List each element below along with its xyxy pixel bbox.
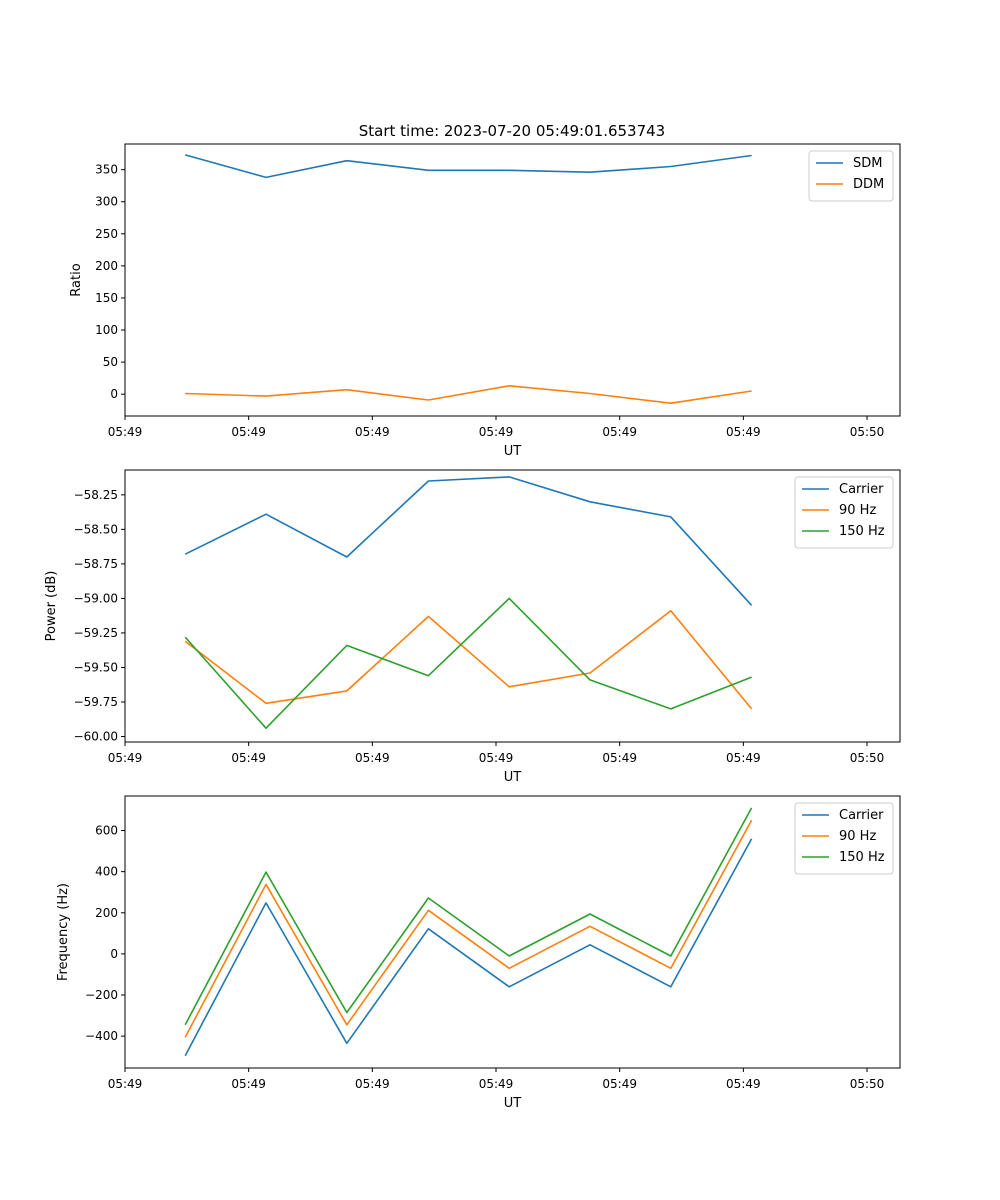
x-axis-label: UT — [504, 1096, 522, 1111]
chart-panel-2: 05:49 05:49 05:49 05:49 05:49 05:49 05:50 −60.0… — [44, 469, 901, 785]
x-tick-label: 05:49 — [479, 1077, 514, 1091]
x-tick-label: 05:49 — [355, 751, 390, 765]
x-tick-label: 05:49 — [602, 425, 637, 439]
series-line-150-hz — [184, 597, 752, 730]
series-line-carrier — [184, 838, 753, 1057]
x-tick-label: 05:50 — [850, 425, 885, 439]
axes-frame — [124, 795, 901, 1069]
legend-label: 150 Hz — [839, 524, 885, 539]
y-tick-label: −59.50 — [74, 660, 118, 674]
x-axis-label: UT — [504, 770, 522, 785]
legend-label: 150 Hz — [839, 850, 885, 865]
y-tick-label: 350 — [95, 163, 118, 177]
y-tick-label: 50 — [103, 355, 118, 369]
x-tick-label: 05:49 — [726, 425, 761, 439]
y-tick-label: 600 — [95, 824, 118, 838]
y-tick-label: −200 — [85, 988, 118, 1002]
x-tick-label: 05:49 — [108, 425, 143, 439]
chart-panel-3: 05:49 05:49 05:49 05:49 05:49 05:49 05:50 −400 −… — [56, 795, 901, 1111]
x-axis-label: UT — [504, 444, 522, 459]
series-line-90-hz — [184, 609, 753, 710]
x-tick-label: 05:49 — [602, 751, 637, 765]
x-tick-label: 05:49 — [602, 1077, 637, 1091]
x-tick-label: 05:49 — [355, 1077, 390, 1091]
series-line-90-hz — [184, 819, 753, 1038]
x-tick-label: 05:49 — [231, 1077, 266, 1091]
x-tick-label: 05:49 — [108, 1077, 143, 1091]
x-tick-label: 05:49 — [231, 751, 266, 765]
legend-label: SDM — [853, 156, 882, 171]
legend: Carrier 90 Hz 150 Hz — [794, 476, 894, 549]
y-tick-label: −58.75 — [74, 557, 118, 571]
legend-label: 90 Hz — [839, 503, 876, 518]
y-tick-label: −59.25 — [74, 626, 118, 640]
y-tick-label: 200 — [95, 259, 118, 273]
series-line-carrier — [184, 476, 753, 606]
legend-label: Carrier — [839, 808, 884, 823]
x-tick-label: 05:49 — [108, 751, 143, 765]
y-tick-label: 0 — [110, 387, 118, 401]
y-tick-label: 100 — [95, 323, 118, 337]
legend-label: Carrier — [839, 482, 884, 497]
x-tick-label: 05:49 — [726, 1077, 761, 1091]
y-tick-label: −60.00 — [74, 729, 118, 743]
series-line-ddm — [185, 384, 752, 405]
x-tick-label: 05:49 — [355, 425, 390, 439]
series-line-sdm — [184, 154, 752, 179]
y-axis-label: Frequency (Hz) — [56, 883, 71, 981]
x-tick-label: 05:49 — [231, 425, 266, 439]
y-tick-label: −59.75 — [74, 695, 118, 709]
y-axis-label: Power (dB) — [44, 571, 59, 642]
x-tick-label: 05:49 — [479, 425, 514, 439]
legend: SDM DDM — [808, 150, 894, 202]
series-line-150-hz — [184, 807, 753, 1026]
legend-label: 90 Hz — [839, 829, 876, 844]
figure-title: Start time: 2023-07-20 05:49:01.653743 — [359, 122, 665, 140]
legend-label: DDM — [853, 177, 884, 192]
axes-frame — [124, 143, 901, 417]
y-axis-label: Ratio — [69, 263, 84, 296]
x-tick-label: 05:49 — [726, 751, 761, 765]
y-tick-label: −59.00 — [74, 591, 118, 605]
x-tick-label: 05:49 — [479, 751, 514, 765]
y-tick-label: −58.25 — [74, 488, 118, 502]
y-tick-label: −58.50 — [74, 522, 118, 536]
chart-panel-1: 05:49 05:49 05:49 05:49 05:49 05:49 05:50 0 50 10… — [69, 143, 901, 459]
y-tick-label: 400 — [95, 865, 118, 879]
y-tick-label: 150 — [95, 291, 118, 305]
x-tick-label: 05:50 — [850, 751, 885, 765]
legend: Carrier 90 Hz 150 Hz — [794, 802, 894, 875]
x-tick-label: 05:50 — [850, 1077, 885, 1091]
y-tick-label: 300 — [95, 195, 118, 209]
y-tick-label: 200 — [95, 906, 118, 920]
y-tick-label: 0 — [110, 947, 118, 961]
axes-frame — [124, 469, 901, 743]
y-tick-label: −400 — [85, 1029, 118, 1043]
y-tick-label: 250 — [95, 227, 118, 241]
